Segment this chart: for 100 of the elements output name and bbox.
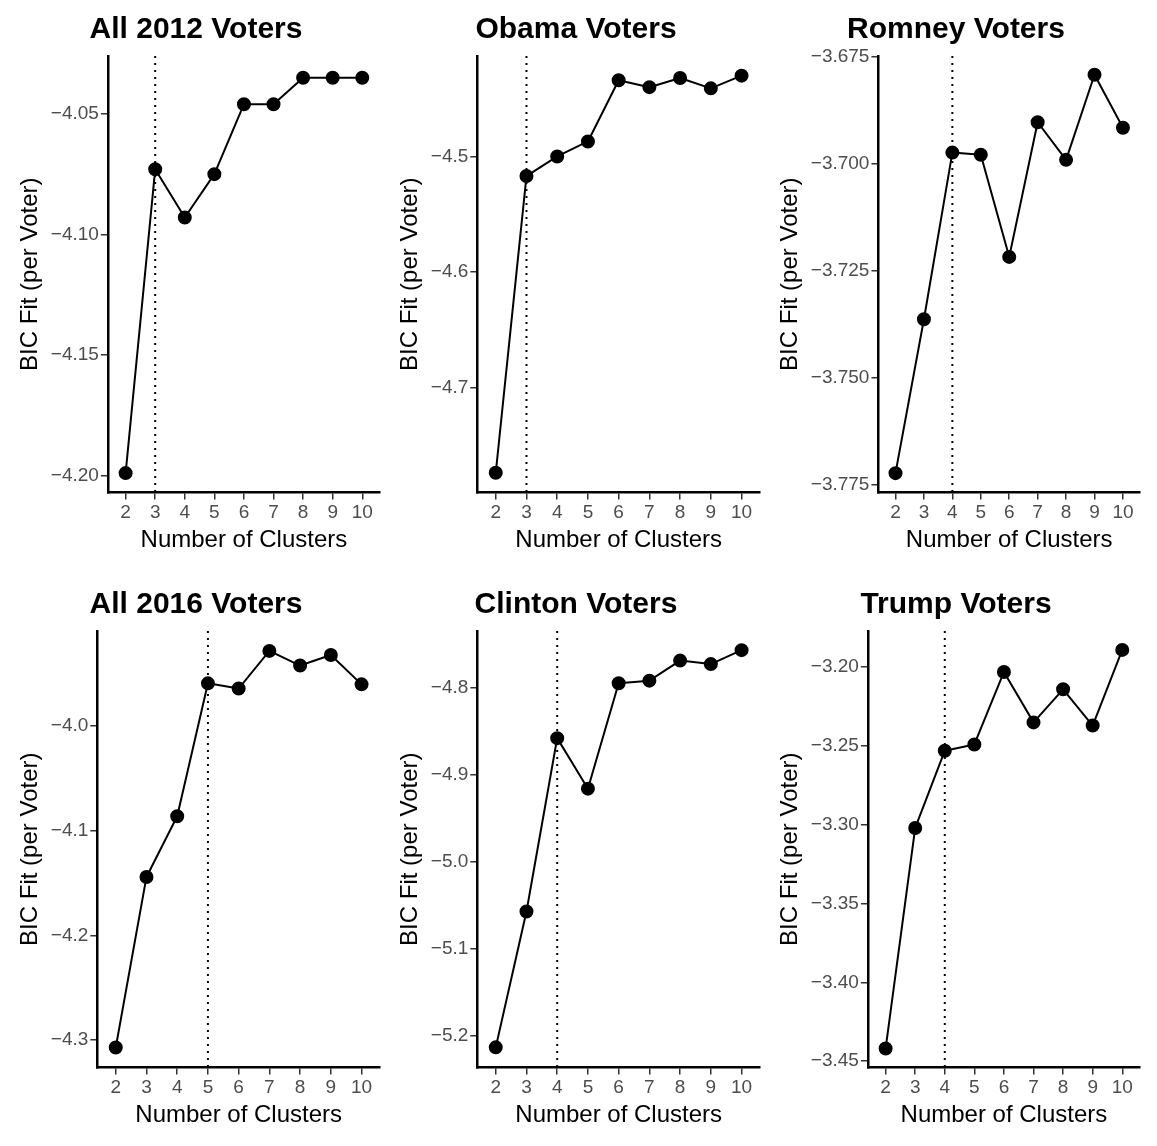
point bbox=[703, 81, 718, 96]
x-tick-label: 6 bbox=[233, 1076, 244, 1098]
x-tick-label: 3 bbox=[521, 1076, 532, 1098]
x-tick-label: 6 bbox=[613, 1076, 624, 1098]
x-tick-label: 8 bbox=[294, 1076, 306, 1098]
y-axis-title: BIC Fit (per Voter) bbox=[775, 752, 803, 946]
y-tick-label: −4.3 bbox=[50, 1028, 89, 1050]
y-tick-label: −3.40 bbox=[810, 970, 859, 992]
x-tick-label: 5 bbox=[202, 1076, 214, 1098]
chart-title: Obama Voters bbox=[475, 11, 677, 45]
x-tick-label: 6 bbox=[998, 1076, 1010, 1098]
y-tick-label: −4.10 bbox=[50, 222, 99, 244]
point bbox=[236, 97, 251, 112]
x-tick-label: 9 bbox=[1087, 1076, 1098, 1098]
y-tick-label: −4.8 bbox=[430, 675, 469, 697]
point bbox=[1026, 715, 1041, 730]
point bbox=[354, 677, 369, 692]
point bbox=[118, 466, 133, 481]
x-tick-label: 7 bbox=[268, 501, 279, 523]
y-tick-label: −3.25 bbox=[810, 734, 859, 756]
y-tick-label: −4.9 bbox=[430, 762, 469, 784]
x-tick-label: 7 bbox=[264, 1076, 275, 1098]
x-tick-label: 4 bbox=[171, 1076, 183, 1098]
point bbox=[908, 820, 923, 835]
point bbox=[1056, 682, 1071, 697]
x-tick-label: 7 bbox=[644, 1076, 655, 1098]
y-tick-label: −3.35 bbox=[810, 891, 859, 913]
x-tick-label: 5 bbox=[209, 501, 220, 523]
x-tick-label: 9 bbox=[1089, 501, 1100, 523]
y-tick-label: −3.30 bbox=[810, 813, 859, 835]
y-tick-label: −5.1 bbox=[430, 937, 469, 959]
x-tick-label: 10 bbox=[1111, 1076, 1133, 1098]
x-axis-title: Number of Clusters bbox=[515, 1100, 723, 1128]
y-tick-label: −4.1 bbox=[50, 819, 89, 841]
x-tick-label: 9 bbox=[327, 501, 338, 523]
point bbox=[488, 1040, 503, 1055]
x-tick-label: 4 bbox=[947, 501, 959, 523]
x-tick-label: 2 bbox=[490, 501, 502, 523]
point bbox=[355, 70, 370, 85]
x-tick-label: 2 bbox=[120, 501, 131, 523]
point bbox=[266, 97, 281, 112]
x-axis-title: Number of Clusters bbox=[905, 525, 1113, 553]
x-tick-label: 3 bbox=[141, 1076, 152, 1098]
point bbox=[488, 465, 503, 480]
x-tick-label: 5 bbox=[975, 501, 987, 523]
y-tick-label: −3.20 bbox=[810, 655, 859, 677]
point bbox=[734, 68, 749, 83]
x-tick-label: 9 bbox=[705, 1076, 717, 1098]
x-tick-label: 4 bbox=[551, 501, 563, 523]
x-tick-label: 8 bbox=[297, 501, 309, 523]
point bbox=[1059, 152, 1074, 167]
y-tick-label: −4.05 bbox=[50, 102, 99, 124]
point bbox=[580, 134, 595, 149]
point bbox=[148, 162, 163, 177]
point bbox=[293, 658, 308, 673]
y-tick-label: −4.7 bbox=[430, 375, 469, 397]
point bbox=[642, 673, 657, 688]
point bbox=[296, 70, 311, 85]
y-tick-label: −4.0 bbox=[50, 714, 89, 736]
point bbox=[262, 643, 277, 658]
x-tick-label: 4 bbox=[939, 1076, 951, 1098]
x-tick-label: 6 bbox=[613, 501, 624, 523]
point bbox=[642, 80, 657, 95]
x-tick-label: 3 bbox=[909, 1076, 921, 1098]
x-tick-label: 8 bbox=[674, 1076, 686, 1098]
x-axis-title: Number of Clusters bbox=[515, 525, 723, 553]
point bbox=[937, 743, 952, 758]
y-axis-title: BIC Fit (per Voter) bbox=[15, 177, 43, 371]
point bbox=[734, 643, 749, 658]
y-tick-label: −4.6 bbox=[430, 260, 469, 282]
y-tick-label: −4.20 bbox=[50, 463, 99, 485]
y-tick-label: −5.2 bbox=[430, 1024, 469, 1046]
x-tick-label: 2 bbox=[880, 1076, 891, 1098]
point bbox=[550, 731, 565, 746]
point bbox=[945, 145, 960, 160]
x-axis-title: Number of Clusters bbox=[900, 1100, 1108, 1128]
x-tick-label: 2 bbox=[890, 501, 901, 523]
point bbox=[1030, 115, 1045, 130]
x-tick-label: 10 bbox=[350, 1076, 373, 1098]
x-axis-title: Number of Clusters bbox=[135, 1100, 343, 1128]
point bbox=[673, 70, 688, 85]
point bbox=[1087, 67, 1102, 82]
point bbox=[888, 466, 903, 481]
point bbox=[550, 149, 565, 164]
x-tick-label: 9 bbox=[705, 501, 717, 523]
x-tick-label: 8 bbox=[1057, 1076, 1069, 1098]
chart-title: Trump Voters bbox=[860, 586, 1052, 620]
point bbox=[673, 653, 688, 668]
chart-title: All 2016 Voters bbox=[89, 586, 303, 620]
point bbox=[580, 781, 595, 796]
point bbox=[207, 167, 222, 182]
x-tick-label: 6 bbox=[1003, 501, 1015, 523]
x-tick-label: 7 bbox=[1028, 1076, 1039, 1098]
x-axis-title: Number of Clusters bbox=[140, 525, 348, 553]
y-tick-label: −4.2 bbox=[50, 923, 89, 945]
x-tick-label: 10 bbox=[730, 501, 753, 523]
x-tick-label: 5 bbox=[582, 501, 594, 523]
x-tick-label: 4 bbox=[551, 1076, 563, 1098]
x-tick-label: 3 bbox=[149, 501, 161, 523]
x-tick-label: 5 bbox=[582, 1076, 594, 1098]
